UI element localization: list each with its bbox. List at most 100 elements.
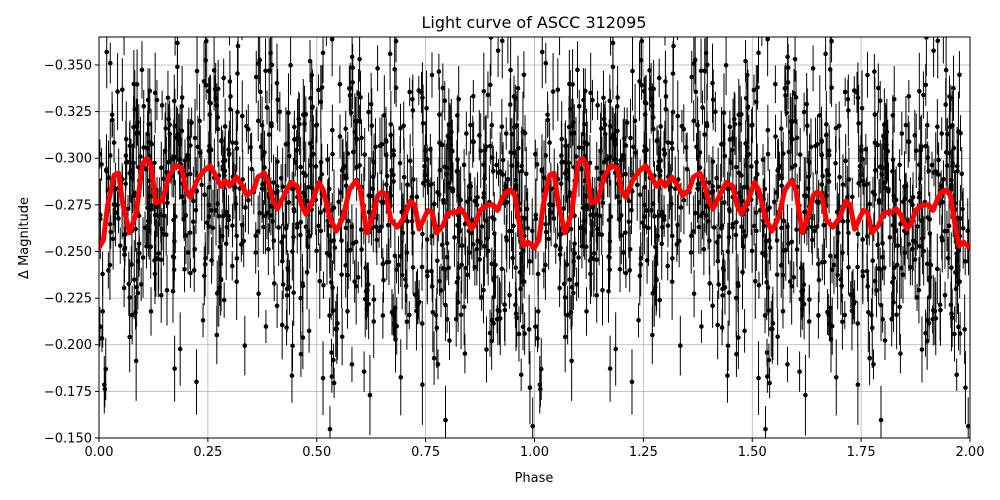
data-point [543, 153, 549, 158]
data-point [505, 176, 511, 182]
data-point [843, 158, 848, 164]
data-point [141, 103, 147, 109]
data-point [201, 79, 207, 84]
data-point [152, 212, 158, 218]
data-point [405, 182, 410, 188]
data-point [286, 110, 291, 116]
data-point [601, 95, 606, 101]
data-points-with-errorbars [99, 37, 970, 438]
data-point [233, 140, 239, 146]
data-point [919, 144, 924, 149]
data-point [924, 37, 929, 40]
data-point [756, 282, 762, 288]
data-point [949, 311, 954, 317]
data-point [651, 126, 656, 132]
data-point [349, 224, 355, 230]
data-point [659, 241, 665, 247]
data-point [829, 38, 834, 44]
data-point [291, 209, 297, 214]
data-point [263, 324, 269, 329]
data-point [530, 423, 536, 429]
data-point [859, 105, 865, 111]
data-point [519, 163, 524, 169]
data-point [158, 257, 164, 263]
data-point [489, 122, 495, 128]
data-point [359, 135, 364, 141]
data-point [704, 121, 710, 126]
data-point [279, 322, 285, 328]
data-point [345, 272, 350, 278]
data-point [727, 209, 732, 214]
data-point [716, 282, 721, 287]
data-point [857, 163, 863, 169]
data-point [259, 122, 265, 128]
data-point [710, 80, 715, 86]
data-point [456, 96, 462, 102]
data-point [200, 317, 206, 323]
data-point [794, 247, 800, 252]
data-point [584, 309, 589, 314]
data-point [842, 89, 848, 95]
data-point [357, 56, 362, 62]
data-point [404, 319, 410, 325]
data-point [449, 148, 455, 154]
data-point [410, 96, 415, 102]
data-point [212, 86, 218, 92]
data-point [674, 242, 680, 247]
data-point [339, 334, 345, 340]
data-point [819, 182, 825, 187]
data-point [929, 162, 935, 168]
data-point [407, 89, 412, 95]
data-point [613, 346, 618, 352]
data-point [856, 121, 861, 126]
data-point [872, 69, 877, 74]
data-point [783, 247, 789, 253]
data-point [938, 307, 943, 313]
data-point [875, 242, 881, 248]
x-tick-label: 1.75 [847, 445, 876, 460]
data-point [899, 131, 905, 136]
data-point [122, 252, 127, 257]
data-point [816, 277, 822, 283]
data-point [749, 248, 755, 254]
data-point [481, 195, 486, 200]
data-point [500, 172, 506, 177]
data-point [137, 251, 142, 256]
data-point [798, 296, 804, 302]
data-point [860, 156, 865, 162]
data-point [316, 87, 321, 93]
data-point [271, 281, 277, 286]
data-point [736, 170, 742, 176]
data-point [720, 286, 725, 292]
data-point [594, 165, 600, 171]
data-point [437, 278, 442, 284]
data-point [226, 147, 231, 152]
data-point [915, 224, 920, 229]
data-point [283, 225, 289, 231]
data-point [620, 152, 626, 158]
data-point [226, 213, 231, 219]
data-point [298, 164, 303, 170]
data-point [148, 203, 154, 208]
data-point [535, 271, 541, 277]
data-point [654, 138, 660, 143]
data-point [547, 140, 552, 145]
data-point [388, 122, 394, 127]
data-point [474, 246, 480, 252]
data-point [159, 103, 165, 108]
data-point [235, 43, 241, 49]
data-point [654, 277, 659, 283]
data-point [271, 238, 277, 243]
data-point [539, 49, 545, 55]
data-point [627, 246, 633, 252]
data-point [442, 266, 447, 272]
data-point [489, 317, 495, 323]
data-point [492, 274, 497, 280]
data-point [876, 197, 882, 203]
data-point [268, 204, 274, 209]
data-point [801, 282, 807, 287]
data-point [431, 355, 437, 361]
data-point [900, 272, 906, 278]
data-point [414, 308, 419, 314]
data-point [623, 270, 629, 276]
